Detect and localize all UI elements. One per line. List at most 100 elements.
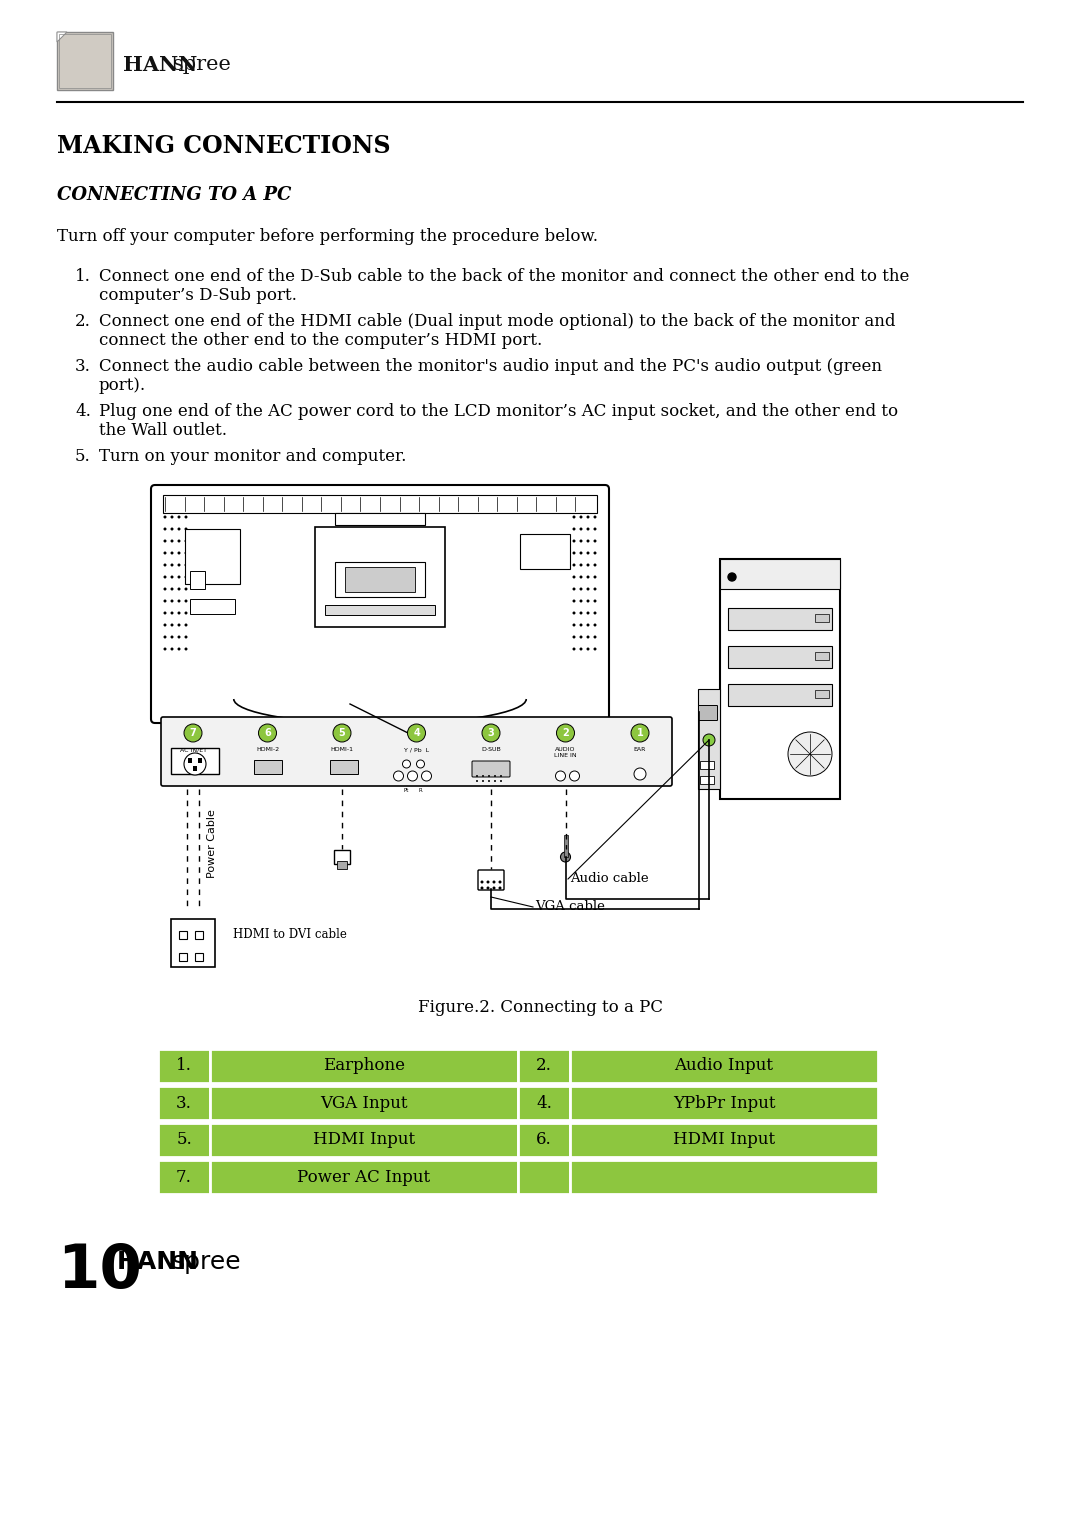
Text: VGA cable: VGA cable [535, 900, 605, 914]
Text: Audio Input: Audio Input [675, 1057, 773, 1074]
Circle shape [594, 552, 596, 555]
Circle shape [728, 573, 735, 581]
Polygon shape [57, 32, 67, 41]
Bar [190, 571, 205, 588]
Circle shape [171, 611, 174, 614]
Circle shape [177, 576, 180, 579]
Circle shape [184, 753, 206, 775]
Circle shape [185, 611, 188, 614]
Bar [185, 529, 240, 584]
Text: 4.: 4. [536, 1094, 552, 1111]
Text: Earphone: Earphone [323, 1057, 405, 1074]
Bar [519, 533, 570, 568]
Circle shape [171, 539, 174, 542]
Text: the Wall outlet.: the Wall outlet. [99, 422, 227, 439]
Circle shape [185, 564, 188, 567]
Bar [59, 34, 111, 89]
Circle shape [171, 515, 174, 518]
Bar [210, 1123, 518, 1157]
Circle shape [580, 515, 582, 518]
Text: 3.: 3. [176, 1094, 192, 1111]
Text: Power AC Input: Power AC Input [297, 1169, 431, 1186]
Text: 7.: 7. [176, 1169, 192, 1186]
Circle shape [177, 564, 180, 567]
Circle shape [572, 599, 576, 602]
Bar [700, 776, 714, 784]
Circle shape [500, 779, 502, 782]
Bar [193, 766, 197, 772]
Circle shape [185, 527, 188, 530]
Circle shape [494, 775, 496, 778]
Bar [334, 850, 350, 863]
Text: spree: spree [172, 1250, 242, 1274]
Bar [335, 513, 426, 526]
Text: Y / Pb  L: Y / Pb L [404, 747, 429, 752]
FancyBboxPatch shape [151, 484, 609, 723]
Text: Pt: Pt [404, 788, 409, 793]
Circle shape [634, 769, 646, 779]
Bar [158, 1123, 210, 1157]
Circle shape [586, 623, 590, 626]
Bar [815, 614, 829, 622]
Circle shape [163, 515, 166, 518]
Bar [325, 605, 435, 614]
Circle shape [572, 576, 576, 579]
Circle shape [703, 733, 715, 746]
Text: HDMI Input: HDMI Input [313, 1132, 415, 1149]
Circle shape [185, 576, 188, 579]
Text: YPbPr Input: YPbPr Input [673, 1094, 775, 1111]
Circle shape [403, 759, 410, 769]
Circle shape [494, 779, 496, 782]
Circle shape [171, 587, 174, 590]
Circle shape [586, 611, 590, 614]
Bar [158, 1050, 210, 1083]
Circle shape [407, 724, 426, 743]
Circle shape [393, 772, 404, 781]
Circle shape [185, 648, 188, 651]
Circle shape [580, 552, 582, 555]
Circle shape [594, 539, 596, 542]
Bar [179, 931, 187, 940]
Circle shape [185, 587, 188, 590]
Bar [210, 1050, 518, 1083]
Bar [345, 567, 415, 591]
Bar [570, 1123, 878, 1157]
Circle shape [580, 636, 582, 639]
Circle shape [569, 772, 580, 781]
Circle shape [476, 775, 478, 778]
Text: AC IN/ET: AC IN/ET [179, 747, 206, 752]
Circle shape [572, 552, 576, 555]
Circle shape [177, 539, 180, 542]
Circle shape [586, 636, 590, 639]
Text: Plug one end of the AC power cord to the LCD monitor’s AC input socket, and the : Plug one end of the AC power cord to the… [99, 403, 899, 420]
Circle shape [482, 775, 484, 778]
Circle shape [163, 636, 166, 639]
Circle shape [177, 515, 180, 518]
Circle shape [177, 611, 180, 614]
Circle shape [586, 599, 590, 602]
Circle shape [594, 611, 596, 614]
Circle shape [580, 576, 582, 579]
Bar [171, 749, 219, 775]
Circle shape [163, 552, 166, 555]
Text: 2.: 2. [75, 313, 91, 330]
FancyBboxPatch shape [478, 869, 504, 889]
Bar [570, 1160, 878, 1193]
Bar [518, 1086, 570, 1120]
Bar [337, 860, 347, 869]
Circle shape [333, 724, 351, 743]
Circle shape [586, 564, 590, 567]
Bar [720, 559, 840, 588]
Text: 1: 1 [636, 727, 644, 738]
Text: 5: 5 [339, 727, 346, 738]
Text: port).: port). [99, 377, 146, 394]
Circle shape [163, 576, 166, 579]
Circle shape [580, 587, 582, 590]
Text: MAKING CONNECTIONS: MAKING CONNECTIONS [57, 134, 391, 157]
Circle shape [177, 648, 180, 651]
Text: HDMI-2: HDMI-2 [256, 747, 279, 752]
Circle shape [580, 539, 582, 542]
Circle shape [594, 576, 596, 579]
Text: AUDIO
LINE IN: AUDIO LINE IN [554, 747, 577, 758]
Circle shape [171, 648, 174, 651]
